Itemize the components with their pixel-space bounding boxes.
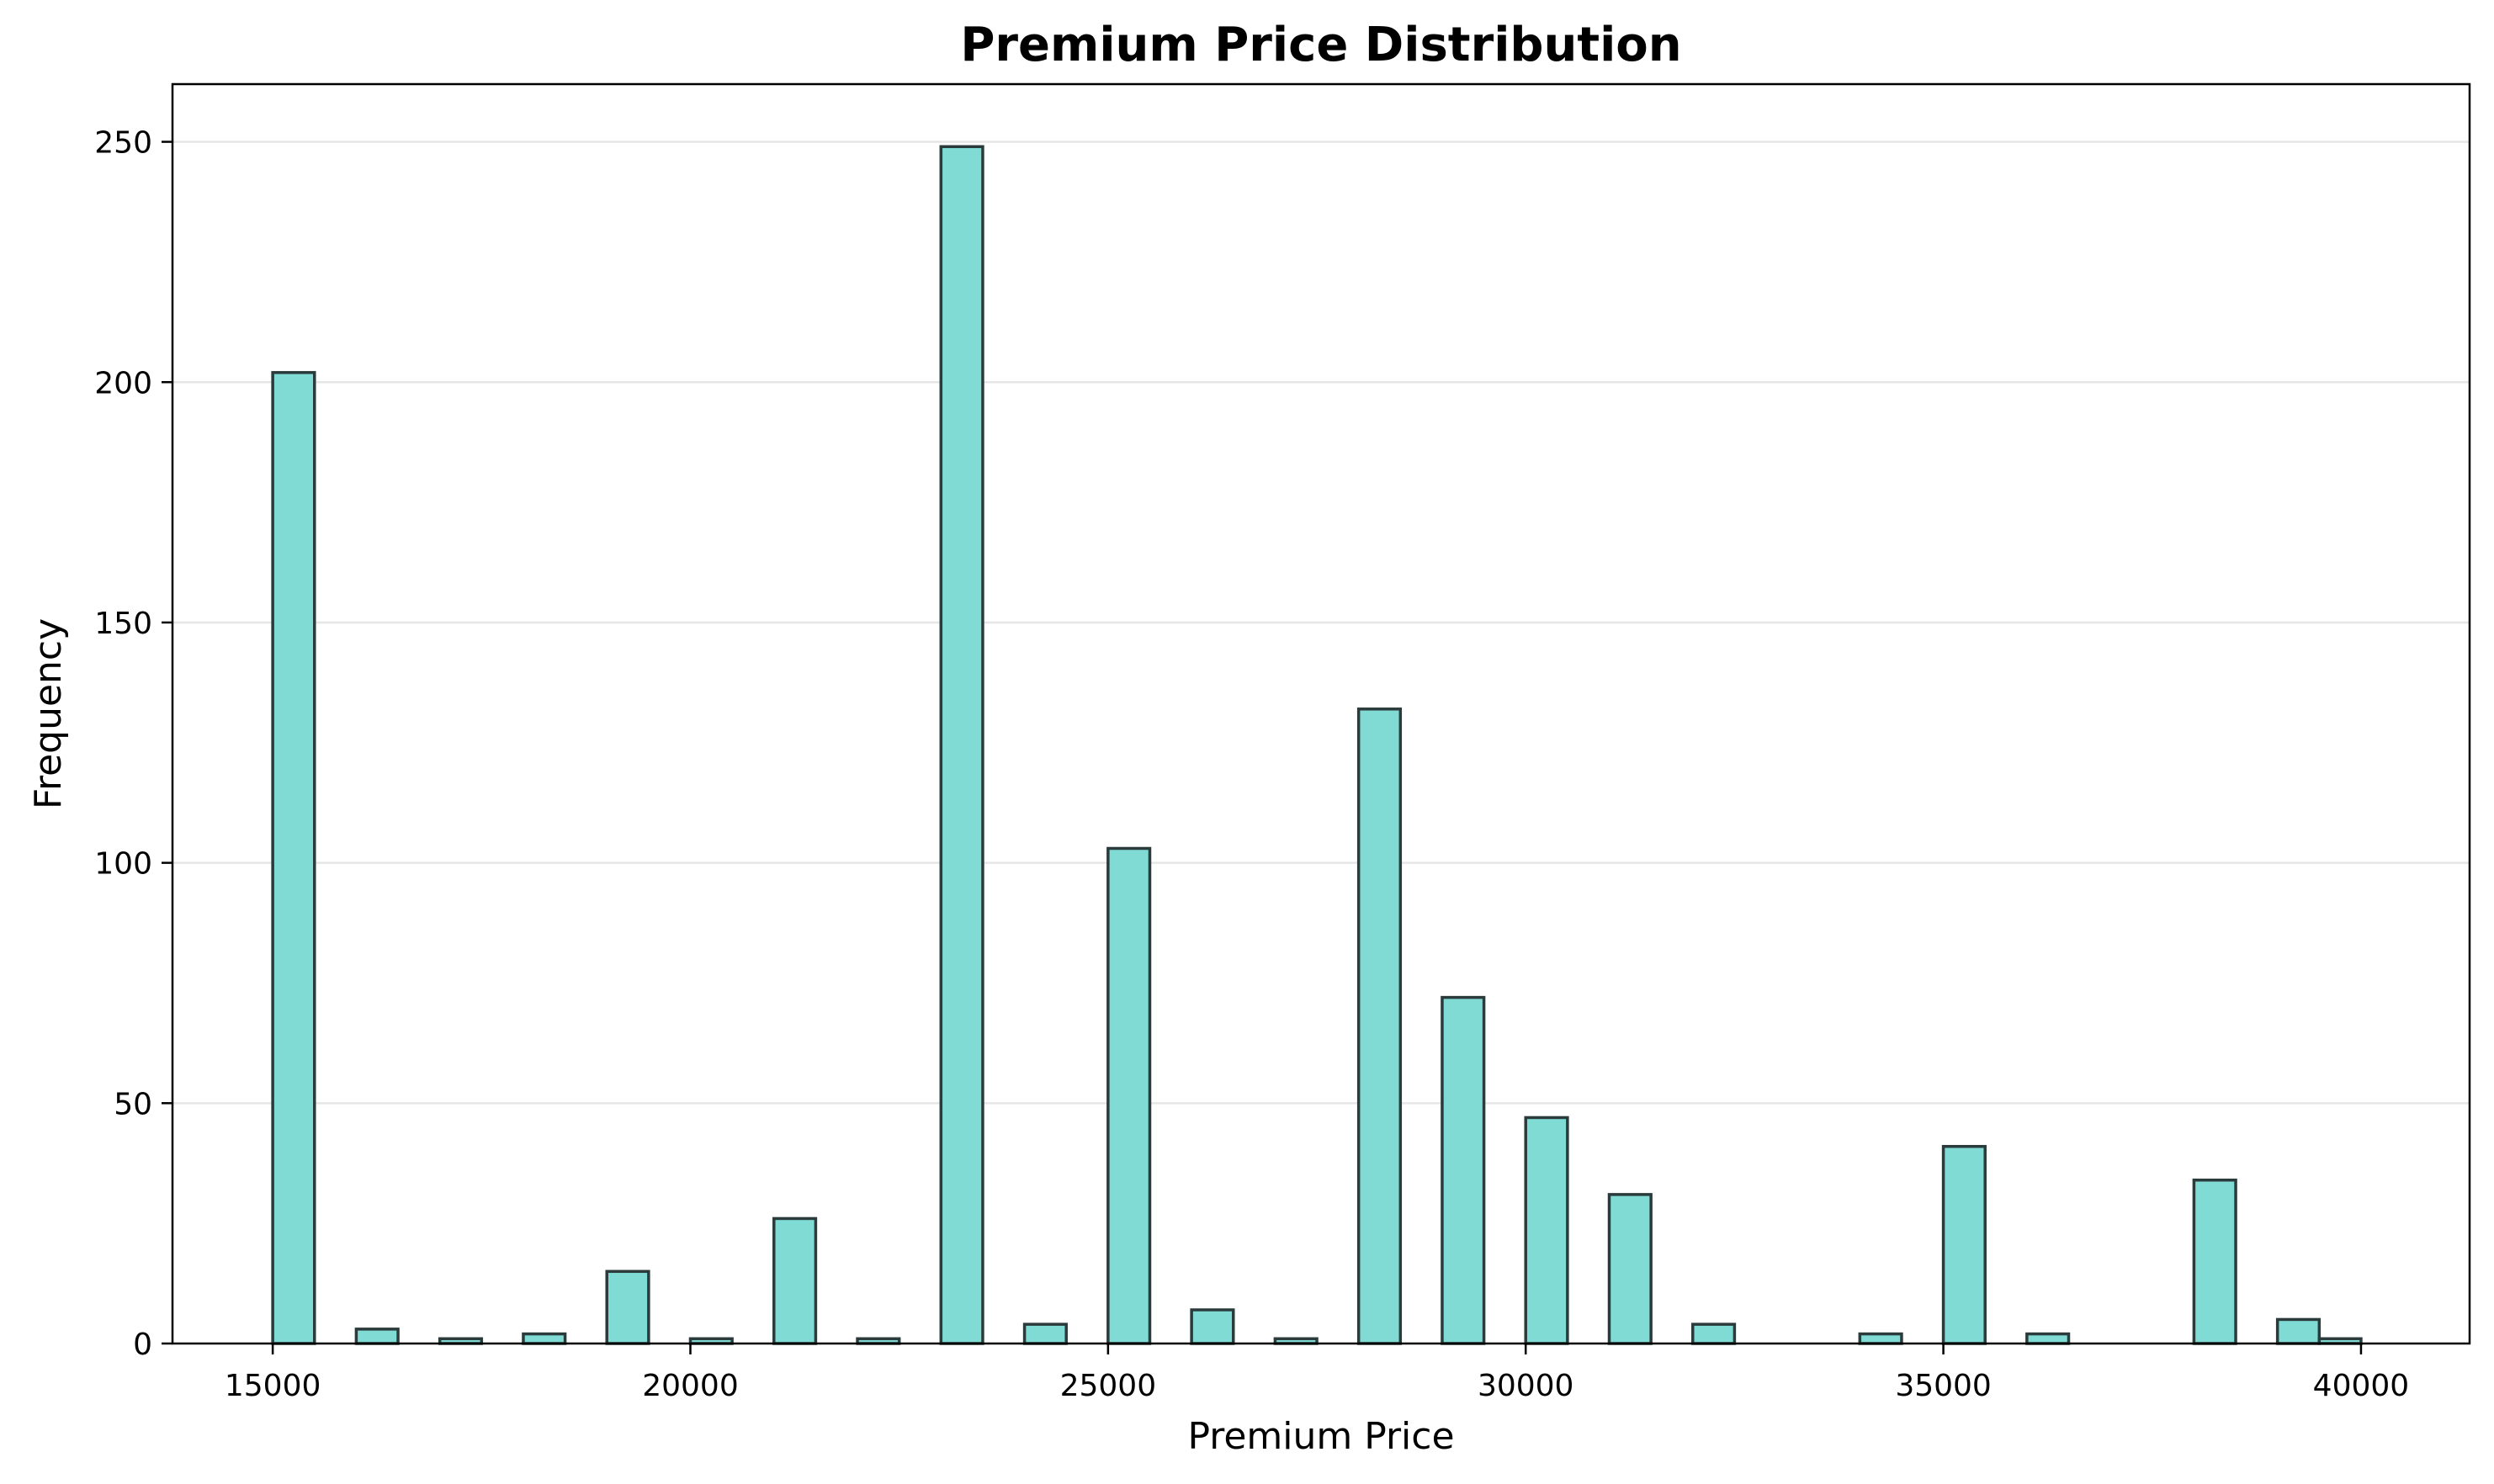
tick-layer: 15000 20000 25000 30000 35000 40000 0 50 100 150 2… xyxy=(94,126,2409,1403)
histogram-bar xyxy=(1356,708,1403,1345)
x-axis-label: Premium Price xyxy=(1187,1415,1454,1458)
x-tick-label: 30000 xyxy=(1478,1369,1574,1403)
histogram-bar xyxy=(605,1269,650,1345)
histogram-bar xyxy=(1524,1116,1569,1345)
grid-layer xyxy=(172,140,2470,1105)
y-tick-label: 50 xyxy=(114,1087,152,1121)
histogram-bar xyxy=(1441,995,1486,1345)
histogram-bar xyxy=(1941,1144,1987,1345)
y-axis-label: Frequency xyxy=(27,618,70,809)
histogram-bar xyxy=(1607,1193,1653,1345)
histogram-bar xyxy=(772,1216,818,1345)
x-tick-label: 40000 xyxy=(2313,1369,2410,1403)
y-tick-label: 150 xyxy=(94,607,152,641)
histogram-bar xyxy=(354,1328,400,1345)
histogram-bar xyxy=(522,1332,567,1345)
x-tick-label: 35000 xyxy=(1895,1369,1992,1403)
histogram-bar xyxy=(271,371,316,1345)
histogram-bar xyxy=(1190,1308,1235,1345)
y-tick-label: 0 xyxy=(133,1328,152,1362)
y-tick-label: 100 xyxy=(94,847,152,882)
plot-frame xyxy=(171,82,2471,1345)
x-tick-label: 25000 xyxy=(1060,1369,1157,1403)
histogram-bar xyxy=(2275,1317,2322,1345)
y-tick-label: 250 xyxy=(94,126,152,161)
histogram-bar xyxy=(1106,846,1152,1345)
histogram-bar xyxy=(2025,1332,2071,1345)
y-tick-label: 200 xyxy=(94,366,152,400)
histogram-bar xyxy=(1691,1322,1737,1345)
x-tick-label: 15000 xyxy=(225,1369,321,1403)
histogram-bar xyxy=(2192,1178,2237,1345)
histogram-bar xyxy=(1858,1332,1903,1345)
chart-title: Premium Price Distribution xyxy=(960,18,1681,72)
histogram-bar xyxy=(939,145,984,1345)
x-tick-label: 20000 xyxy=(642,1369,739,1403)
bar-layer xyxy=(271,145,2363,1345)
histogram-bar xyxy=(1022,1322,1068,1345)
